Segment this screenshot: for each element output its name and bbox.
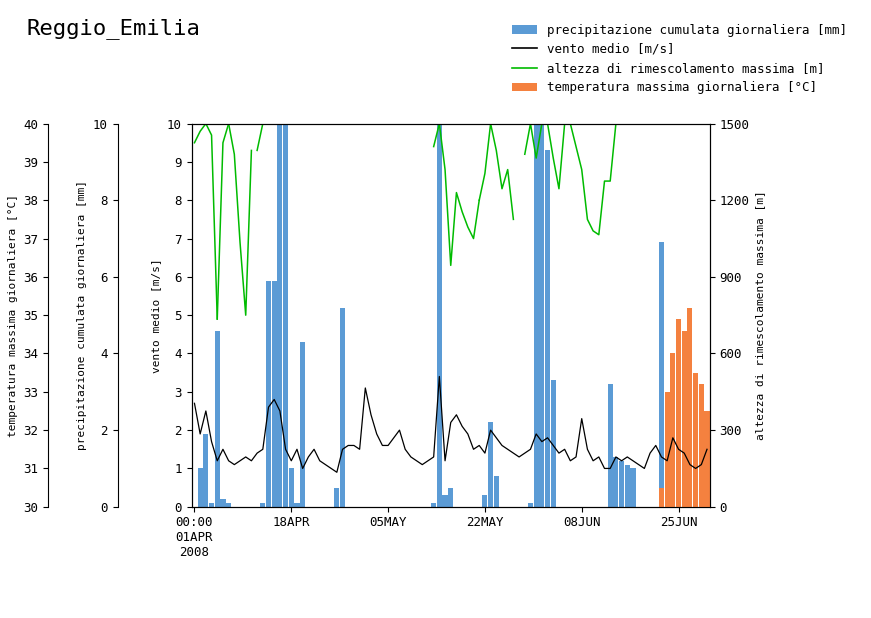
- Bar: [631, 468, 636, 507]
- Bar: [608, 384, 613, 507]
- Bar: [334, 488, 340, 507]
- Bar: [494, 476, 499, 507]
- Legend: precipitazione cumulata giornaliera [mm], vento medio [m/s], altezza di rimescol: precipitazione cumulata giornaliera [mm]…: [507, 19, 852, 99]
- Y-axis label: altezza di rimescolamento massima [m]: altezza di rimescolamento massima [m]: [755, 190, 765, 440]
- Text: Reggio_Emilia: Reggio_Emilia: [26, 19, 200, 40]
- Bar: [260, 503, 266, 507]
- Bar: [693, 373, 699, 507]
- Bar: [534, 124, 539, 507]
- Bar: [209, 503, 214, 507]
- Bar: [436, 124, 442, 507]
- Bar: [431, 503, 436, 507]
- Bar: [687, 468, 692, 507]
- Bar: [340, 308, 345, 507]
- Bar: [676, 319, 681, 507]
- Bar: [699, 384, 704, 507]
- Bar: [272, 281, 277, 507]
- Y-axis label: vento medio [m/s]: vento medio [m/s]: [152, 258, 161, 373]
- Bar: [619, 461, 625, 507]
- Y-axis label: precipitazione cumulata giornaliera [mm]: precipitazione cumulata giornaliera [mm]: [78, 180, 87, 450]
- Bar: [214, 331, 219, 507]
- Bar: [226, 503, 231, 507]
- Bar: [220, 499, 226, 507]
- Bar: [442, 495, 448, 507]
- Bar: [488, 423, 493, 507]
- Bar: [294, 503, 300, 507]
- Bar: [277, 124, 282, 507]
- Bar: [658, 488, 664, 507]
- Bar: [198, 468, 203, 507]
- Bar: [625, 465, 630, 507]
- Bar: [550, 380, 556, 507]
- Bar: [288, 468, 294, 507]
- Bar: [266, 281, 271, 507]
- Bar: [539, 124, 544, 507]
- Bar: [658, 242, 664, 507]
- Bar: [528, 503, 533, 507]
- Y-axis label: temperatura massima giornaliera [°C]: temperatura massima giornaliera [°C]: [8, 193, 17, 437]
- Bar: [682, 331, 687, 507]
- Bar: [283, 124, 288, 507]
- Bar: [483, 495, 488, 507]
- Bar: [545, 150, 550, 507]
- Bar: [203, 434, 208, 507]
- Bar: [613, 457, 618, 507]
- Bar: [705, 411, 710, 507]
- Bar: [665, 392, 670, 507]
- Bar: [687, 308, 692, 507]
- Bar: [300, 342, 305, 507]
- Bar: [671, 353, 675, 507]
- Bar: [449, 488, 453, 507]
